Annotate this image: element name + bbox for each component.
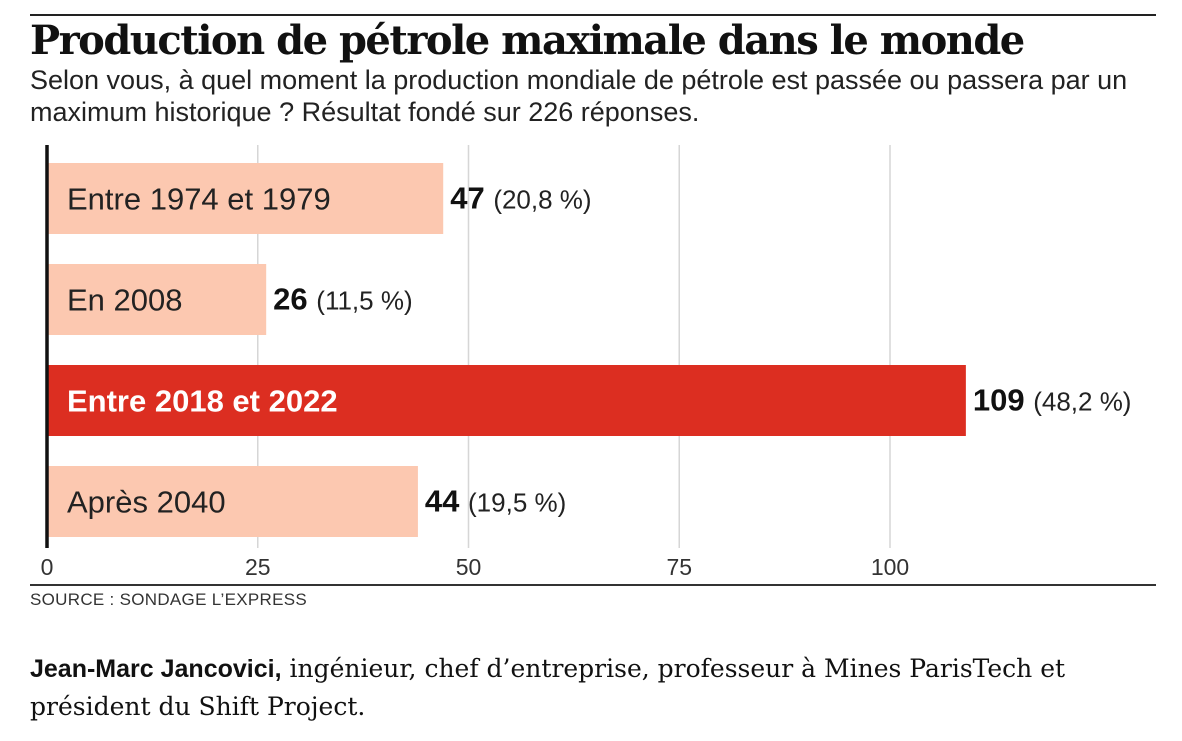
chart-subtitle: Selon vous, à quel moment la production … bbox=[30, 65, 1128, 127]
value-percent: (11,5 %) bbox=[316, 286, 412, 316]
value-label: 26 (11,5 %) bbox=[273, 282, 412, 317]
bar bbox=[47, 264, 267, 335]
value-label: 109 (48,2 %) bbox=[973, 383, 1132, 418]
value-percent: (48,2 %) bbox=[1033, 387, 1131, 417]
author-name: Jean-Marc Jancovici, bbox=[30, 655, 282, 683]
value-count: 109 bbox=[973, 383, 1033, 418]
category-label: Après 2040 bbox=[67, 485, 226, 520]
value-label: 47 (20,8 %) bbox=[450, 181, 591, 216]
value-count: 26 bbox=[273, 282, 316, 317]
chart-title: Production de pétrole maximale dans le m… bbox=[30, 17, 1025, 64]
author-credit: Jean-Marc Jancovici, ingénieur, chef d’e… bbox=[30, 650, 1150, 726]
value-percent: (20,8 %) bbox=[493, 185, 591, 215]
value-percent: (19,5 %) bbox=[468, 488, 566, 518]
author-description: ingénieur, chef d’entreprise, professeur… bbox=[30, 654, 1066, 721]
bottom-rule bbox=[30, 584, 1156, 586]
category-label: En 2008 bbox=[67, 283, 183, 318]
value-label: 44 (19,5 %) bbox=[425, 484, 566, 519]
bar bbox=[47, 466, 418, 537]
x-tick-label: 25 bbox=[245, 554, 271, 580]
category-label: Entre 1974 et 1979 bbox=[67, 182, 331, 217]
x-tick-label: 100 bbox=[871, 554, 909, 580]
value-count: 47 bbox=[450, 181, 493, 216]
value-count: 44 bbox=[425, 484, 468, 519]
category-label: Entre 2018 et 2022 bbox=[67, 384, 338, 419]
x-tick-label: 50 bbox=[456, 554, 482, 580]
x-tick-label: 0 bbox=[41, 554, 54, 580]
x-tick-label: 75 bbox=[666, 554, 692, 580]
bar bbox=[47, 163, 444, 234]
bar-chart: 0 25 50 75 100 Entre 1974 et 1979 47 (20,8 %) E… bbox=[41, 145, 1132, 580]
bar bbox=[47, 365, 966, 436]
top-rule bbox=[30, 14, 1156, 16]
source-note: SOURCE : SONDAGE L’EXPRESS bbox=[30, 590, 308, 609]
